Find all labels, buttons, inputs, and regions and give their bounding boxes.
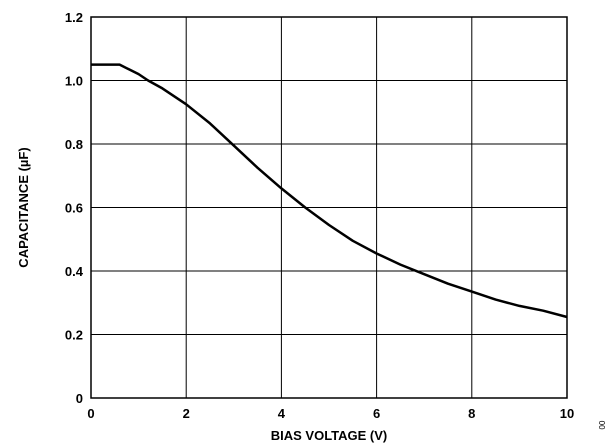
plot-frame (90, 16, 568, 399)
y-tick-label: 0.4 (65, 264, 84, 279)
grid (91, 17, 567, 398)
y-tick-label: 1.2 (65, 10, 83, 25)
y-tick-label: 0.6 (65, 201, 83, 216)
tick-labels: 0 2 4 6 8 10 0 0.2 0.4 0.6 0.8 1.0 1.2 (65, 10, 574, 421)
x-axis-title: BIAS VOLTAGE (V) (271, 428, 388, 443)
x-tick-label: 10 (560, 406, 574, 421)
x-tick-label: 8 (468, 406, 475, 421)
x-tick-label: 0 (87, 406, 94, 421)
side-mark: 00 (598, 420, 607, 429)
y-tick-label: 0 (76, 391, 83, 406)
y-tick-label: 1.0 (65, 74, 83, 89)
y-axis-title: CAPACITANCE (µF) (16, 147, 31, 267)
y-tick-label: 0.2 (65, 328, 83, 343)
x-tick-label: 2 (183, 406, 190, 421)
x-tick-label: 6 (373, 406, 380, 421)
y-tick-label: 0.8 (65, 137, 83, 152)
series-line (91, 63, 568, 319)
x-tick-label: 4 (278, 406, 286, 421)
